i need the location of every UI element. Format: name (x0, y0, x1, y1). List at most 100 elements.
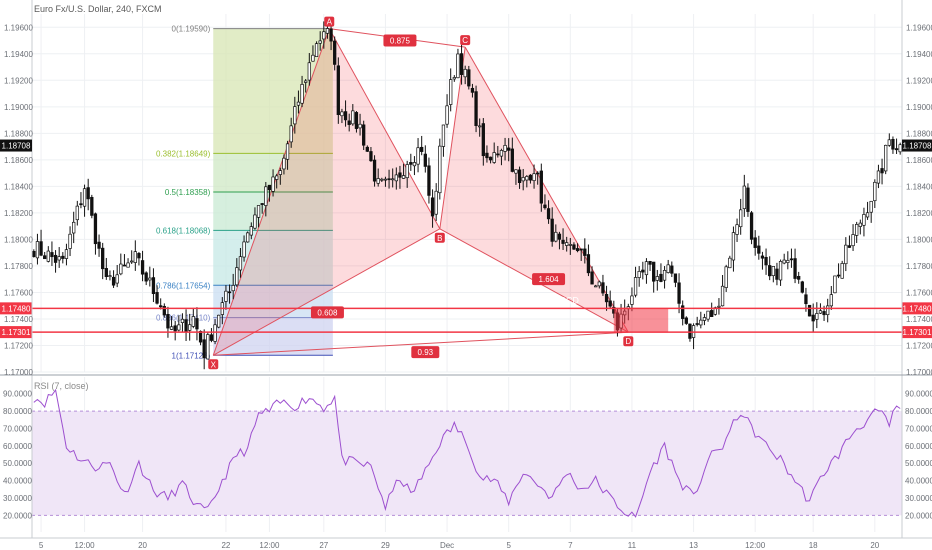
price-tick-left: 1.18200 (4, 209, 33, 218)
fib-level-label: 0.886(1.17410) (156, 314, 211, 323)
rsi-tick-right: 30.0000 (905, 494, 932, 503)
candle-body (438, 145, 442, 194)
candle-body (423, 153, 427, 167)
candle-body (655, 276, 659, 281)
candle-body (539, 170, 543, 204)
candle-body (50, 252, 54, 258)
candle-body (757, 245, 761, 254)
candle-body (68, 233, 72, 249)
candle-body (43, 255, 47, 260)
candle-body (278, 170, 282, 175)
rsi-tick-right: 50.0000 (905, 459, 932, 468)
ratio-tag (310, 306, 344, 319)
candle-body (285, 143, 290, 160)
candle-body (789, 258, 794, 261)
candle-body (119, 263, 123, 275)
ratio-label: 0.875 (390, 37, 411, 46)
fibonacci-retracement[interactable]: 0(1.19590) 0.382(1.18649) 0.5(1.18358) 0.61… (156, 25, 333, 361)
candle-body (130, 260, 134, 263)
candle-body (249, 226, 253, 236)
candle-body (557, 233, 562, 240)
rsi-tick-left: 80.0000 (3, 407, 32, 416)
rsi-panel (32, 388, 902, 518)
candle-body (670, 265, 674, 274)
candle-body (804, 294, 808, 305)
candle-body (394, 174, 398, 182)
candle-body (231, 285, 235, 292)
fib-level-label: 0(1.19590) (172, 25, 211, 34)
candle-body (525, 176, 529, 181)
candle-body (474, 91, 478, 127)
time-tick-label: 11 (628, 541, 637, 550)
candle-body (688, 323, 692, 339)
time-tick-label: 5 (39, 541, 44, 550)
candle-body (478, 125, 482, 128)
candle-body (289, 125, 293, 143)
candle-body (380, 178, 384, 181)
candle-body (572, 244, 576, 250)
candle-body (532, 173, 536, 181)
level-tag-right (902, 326, 932, 339)
price-tick-left: 1.19200 (4, 76, 33, 85)
candle-body (90, 196, 94, 216)
candle-body (108, 275, 112, 277)
price-tick-right: 1.19200 (906, 76, 932, 85)
time-tick-label: 12:00 (259, 541, 280, 550)
fib-level-label: 0.786(1.17654) (156, 281, 211, 290)
current-price-tag-right (902, 139, 932, 152)
level-tag-right (902, 302, 932, 315)
price-tick-left: 1.19600 (4, 23, 33, 32)
point-label-D: D (625, 337, 631, 346)
candle-body (405, 164, 409, 179)
candle-body (148, 277, 152, 281)
fib-level-label: 0.5(1.18358) (165, 188, 211, 197)
rsi-tick-right: 40.0000 (905, 477, 932, 486)
candle-body (887, 139, 891, 146)
candle-body (53, 254, 58, 263)
candle-body (311, 54, 315, 62)
candle-body (561, 239, 565, 244)
candle-body (800, 281, 804, 293)
candle-body (836, 274, 841, 277)
candle-body (565, 242, 569, 246)
candle-body (412, 162, 417, 167)
candle-body (485, 152, 489, 159)
candle-body (271, 176, 275, 192)
candle-body (644, 261, 649, 276)
time-tick-label: Dec (440, 541, 454, 550)
candle-body (673, 273, 678, 283)
price-tick-left: 1.17800 (4, 262, 33, 271)
price-tick-right: 1.17600 (906, 288, 932, 297)
candle-body (343, 111, 348, 121)
rsi-title: RSI (7, close) (34, 381, 89, 391)
candle-body (662, 270, 667, 281)
candle-body (227, 291, 232, 294)
candle-body (496, 153, 500, 156)
fib-level-label: 1(1.17126) (172, 351, 211, 360)
rsi-tick-left: 70.0000 (3, 424, 32, 433)
candle-body (246, 232, 250, 243)
candle-body (133, 251, 137, 263)
candle-body (749, 212, 754, 240)
candle-body (151, 277, 156, 295)
candle-body (86, 187, 90, 200)
candle-body (608, 300, 612, 307)
horizontal-levels[interactable]: 1.17480 1.17480 1.17301 1.17301 (0, 302, 932, 339)
candle-body (256, 205, 261, 218)
candle-body (807, 304, 812, 317)
candle-body (35, 241, 40, 259)
candle-body (884, 144, 888, 172)
candle-body (32, 250, 36, 257)
rsi-tick-right: 20.0000 (905, 511, 932, 520)
candle-body (398, 172, 402, 178)
price-tick-left: 1.18400 (4, 182, 33, 191)
candle-body (347, 120, 351, 125)
time-tick-label: 22 (221, 541, 230, 550)
candle-body (771, 266, 775, 276)
candle-body (75, 205, 79, 221)
candle-body (325, 28, 330, 34)
candle-body (184, 319, 188, 332)
ratio-label: 0.608 (317, 308, 338, 317)
candle-body (724, 266, 728, 288)
